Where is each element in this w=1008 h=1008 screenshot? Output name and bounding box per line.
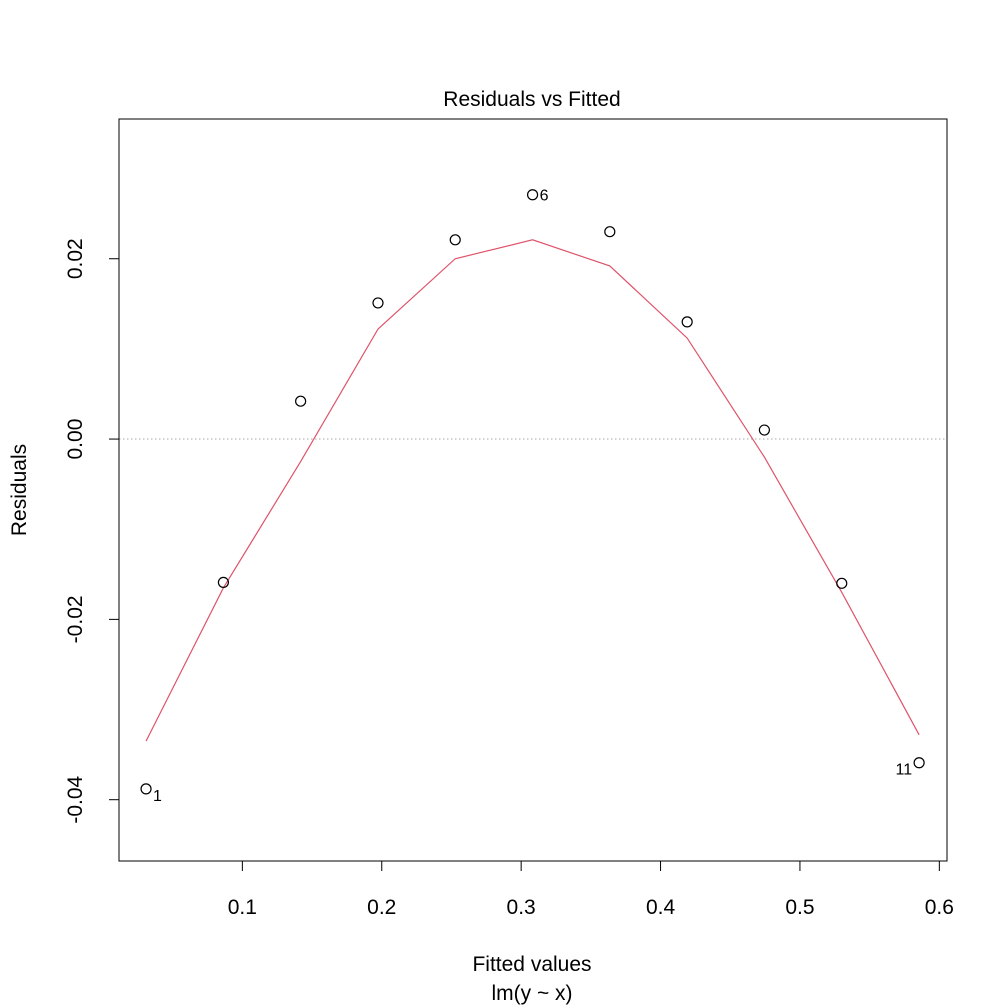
- smooth-line: [145, 239, 920, 742]
- y-tick-label-0: -0.04: [64, 775, 87, 823]
- point-8: [681, 316, 693, 328]
- x-tick-label-3: 0.4: [646, 896, 676, 919]
- x-axis: 0.1 0.2 0.3 0.4 0.5 0.6: [228, 860, 954, 919]
- smooth-line-group: [145, 239, 920, 742]
- plot-frame: [118, 118, 948, 862]
- x-tick-label-4: 0.5: [785, 896, 814, 919]
- point-3: [295, 395, 307, 407]
- points-group: [140, 189, 925, 795]
- y-axis: -0.04 -0.02 0.00 0.02: [64, 238, 120, 824]
- point-1: [140, 783, 152, 795]
- point-7: [604, 226, 616, 238]
- point-label-11: 11: [896, 762, 913, 779]
- plot-title: Residuals vs Fitted: [443, 88, 620, 111]
- point-10: [836, 577, 848, 589]
- x-tick-label-2: 0.3: [507, 896, 536, 919]
- y-tick-label-1: -0.02: [64, 595, 87, 643]
- x-axis-label: Fitted values: [472, 953, 591, 976]
- point-2: [217, 576, 230, 589]
- point-4: [372, 297, 384, 309]
- x-tick-label-0: 0.1: [228, 896, 257, 919]
- y-tick-label-2: 0.00: [64, 419, 87, 460]
- x-tick-label-5: 0.6: [925, 896, 954, 919]
- y-axis-label: Residuals: [8, 444, 31, 536]
- point-5: [449, 234, 461, 246]
- y-tick-label-3: 0.02: [64, 238, 87, 279]
- point-label-6: 6: [540, 188, 549, 205]
- point-label-1: 1: [153, 788, 162, 805]
- point-11: [913, 757, 925, 769]
- x-axis-sublabel: lm(y ~ x): [491, 982, 572, 1005]
- x-tick-label-1: 0.2: [367, 896, 396, 919]
- point-6: [526, 189, 539, 201]
- point-9: [758, 424, 770, 436]
